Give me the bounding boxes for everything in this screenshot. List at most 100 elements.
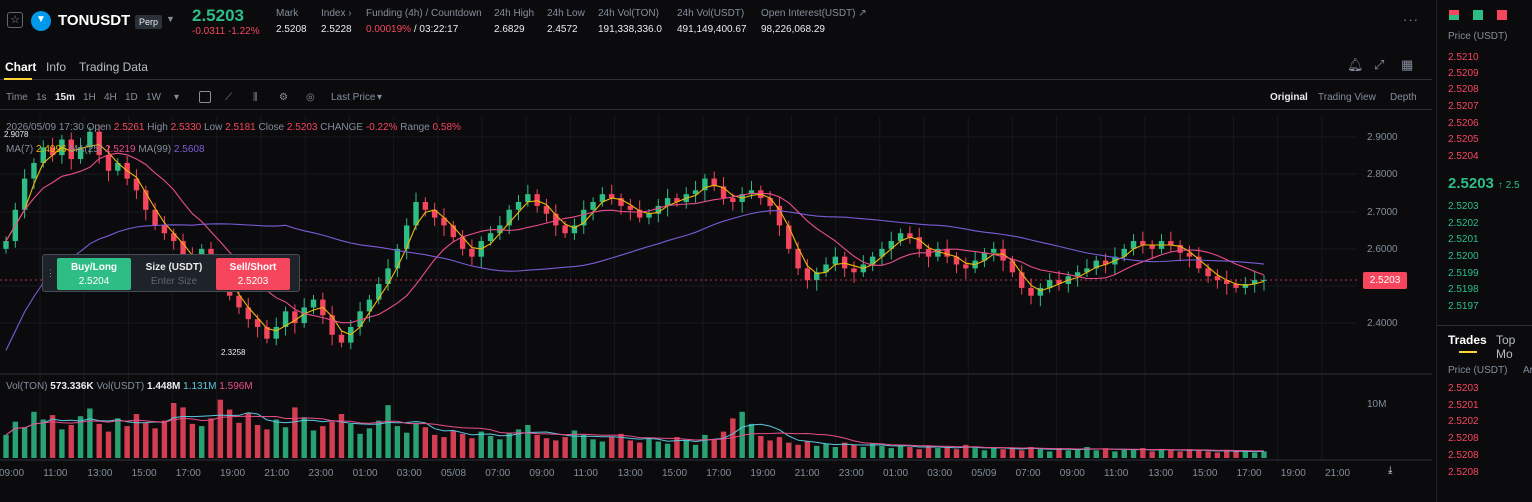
- volume-bar: [1093, 450, 1099, 458]
- candle-body: [748, 190, 755, 195]
- orderbook-bids-icon[interactable]: [1473, 10, 1483, 20]
- settings-icon[interactable]: ◎: [306, 92, 315, 103]
- bid-price[interactable]: 2.5200: [1448, 251, 1479, 262]
- line-chart-icon[interactable]: ⟋: [225, 92, 232, 103]
- volume-bar: [1084, 447, 1090, 458]
- candle-body: [31, 162, 37, 179]
- interval-dropdown-icon[interactable]: ▾: [174, 92, 180, 103]
- volume-bar: [730, 418, 736, 458]
- volume-bar: [143, 422, 149, 458]
- orderbook-asks-icon[interactable]: [1497, 10, 1507, 20]
- size-input[interactable]: Size (USDT) Enter Size: [135, 258, 213, 290]
- stat-open-interest[interactable]: Open Interest(USDT) ↗ 98,226,068.29: [761, 8, 867, 35]
- scroll-to-end-icon[interactable]: ⤓: [1388, 465, 1393, 476]
- volume-bar: [720, 431, 727, 458]
- time-axis-tick: 21:00: [1325, 468, 1351, 479]
- interval-1s[interactable]: 1s: [36, 92, 47, 103]
- volume-bar: [1251, 452, 1258, 458]
- volume-bar: [1242, 451, 1249, 458]
- more-options-icon[interactable]: ···: [1403, 12, 1419, 27]
- low-marker: 2.3258: [221, 348, 246, 357]
- volume-bar: [264, 429, 270, 458]
- favorite-star-icon[interactable]: ☆: [7, 12, 23, 28]
- candle-body: [674, 198, 680, 202]
- stat-value: 491,149,400.67: [677, 24, 747, 35]
- bell-icon[interactable]: 🔔︎: [1347, 57, 1364, 72]
- stat-index[interactable]: Index › 2.5228: [321, 8, 352, 35]
- funding-rate: 0.00019%: [366, 24, 412, 35]
- volume-bar: [366, 428, 373, 458]
- ask-price[interactable]: 2.5205: [1448, 134, 1479, 145]
- volume-bar: [1046, 451, 1053, 458]
- interval-15m[interactable]: 15m: [55, 92, 76, 103]
- stat-24h-vol-usdt: 24h Vol(USDT) 491,149,400.67: [677, 8, 747, 35]
- candlestick-icon[interactable]: ⫼: [253, 92, 258, 103]
- volume-bar: [897, 444, 904, 458]
- candle-body: [310, 299, 317, 308]
- sell-short-button[interactable]: Sell/Short 2.5203: [216, 258, 290, 290]
- stat-value: 0.00019% / 03:22:17: [366, 24, 482, 35]
- volume-bar: [348, 423, 354, 458]
- bid-price[interactable]: 2.5202: [1448, 218, 1479, 229]
- ma99-label: MA(99): [138, 144, 172, 155]
- interval-1w[interactable]: 1W: [146, 92, 161, 103]
- interval-4h[interactable]: 4H: [104, 92, 117, 103]
- bid-price[interactable]: 2.5201: [1448, 234, 1479, 245]
- bid-price[interactable]: 2.5203: [1448, 201, 1479, 212]
- price-type-select[interactable]: Last Price: [331, 92, 376, 103]
- candle-body: [3, 241, 9, 249]
- ask-price[interactable]: 2.5210: [1448, 52, 1479, 63]
- volume-bar: [655, 441, 661, 458]
- volume-bar: [515, 429, 522, 458]
- volume-bar: [1205, 451, 1211, 458]
- time-axis-tick: 01:00: [883, 468, 909, 479]
- ask-price[interactable]: 2.5209: [1448, 68, 1479, 79]
- volume-bar: [497, 439, 503, 458]
- indicator-icon[interactable]: ⚙: [279, 92, 288, 103]
- view-original[interactable]: Original: [1270, 92, 1308, 103]
- orderbook-both-icon[interactable]: [1449, 10, 1459, 20]
- layout-grid-icon[interactable]: ▦: [1401, 57, 1414, 72]
- view-trading-view[interactable]: Trading View: [1318, 92, 1376, 103]
- tab-info[interactable]: Info: [46, 60, 67, 74]
- buy-long-button[interactable]: Buy/Long 2.5204: [57, 258, 131, 290]
- view-depth[interactable]: Depth: [1390, 92, 1417, 103]
- candle-body: [1046, 280, 1053, 288]
- time-axis-tick: 05/09: [971, 468, 997, 479]
- volume-bar: [403, 432, 410, 458]
- chevron-down-icon[interactable]: ▼: [166, 14, 175, 24]
- tab-top-movers[interactable]: Top Mo: [1496, 333, 1516, 361]
- tab-trading-data[interactable]: Trading Data: [79, 60, 148, 74]
- symbol-name[interactable]: TONUSDT: [58, 12, 131, 29]
- candle-body: [963, 264, 969, 269]
- volume-bar: [562, 437, 568, 458]
- interval-1h[interactable]: 1H: [83, 92, 96, 103]
- sell-label: Sell/Short: [229, 262, 277, 273]
- expand-icon[interactable]: ⤢: [1374, 57, 1385, 72]
- volume-bar: [1074, 449, 1081, 458]
- chevron-down-icon[interactable]: ▾: [377, 92, 383, 103]
- bid-price[interactable]: 2.5198: [1448, 284, 1479, 295]
- tab-chart[interactable]: Chart: [5, 60, 37, 74]
- drag-handle-icon[interactable]: ⋮: [46, 268, 55, 278]
- candle-body: [627, 205, 634, 210]
- ask-price[interactable]: 2.5207: [1448, 101, 1479, 112]
- bid-price[interactable]: 2.5199: [1448, 268, 1479, 279]
- volume-bar: [925, 445, 932, 458]
- candle-body: [1261, 279, 1267, 281]
- candle-body: [1177, 244, 1183, 253]
- ask-price[interactable]: 2.5208: [1448, 84, 1479, 95]
- interval-1d[interactable]: 1D: [125, 92, 138, 103]
- tab-trades[interactable]: Trades: [1448, 333, 1487, 347]
- volume-bar: [702, 434, 708, 458]
- ask-price[interactable]: 2.5206: [1448, 118, 1479, 129]
- range-value: 0.58%: [432, 122, 461, 133]
- interval-time[interactable]: Time: [6, 92, 28, 103]
- price-chart[interactable]: [0, 116, 1432, 502]
- ask-price[interactable]: 2.5204: [1448, 151, 1479, 162]
- calendar-icon[interactable]: [199, 91, 211, 103]
- vol-ma1-value: 1.131M: [183, 381, 217, 392]
- volume-bar: [609, 437, 615, 458]
- bid-price[interactable]: 2.5197: [1448, 301, 1479, 312]
- candle-body: [553, 213, 559, 226]
